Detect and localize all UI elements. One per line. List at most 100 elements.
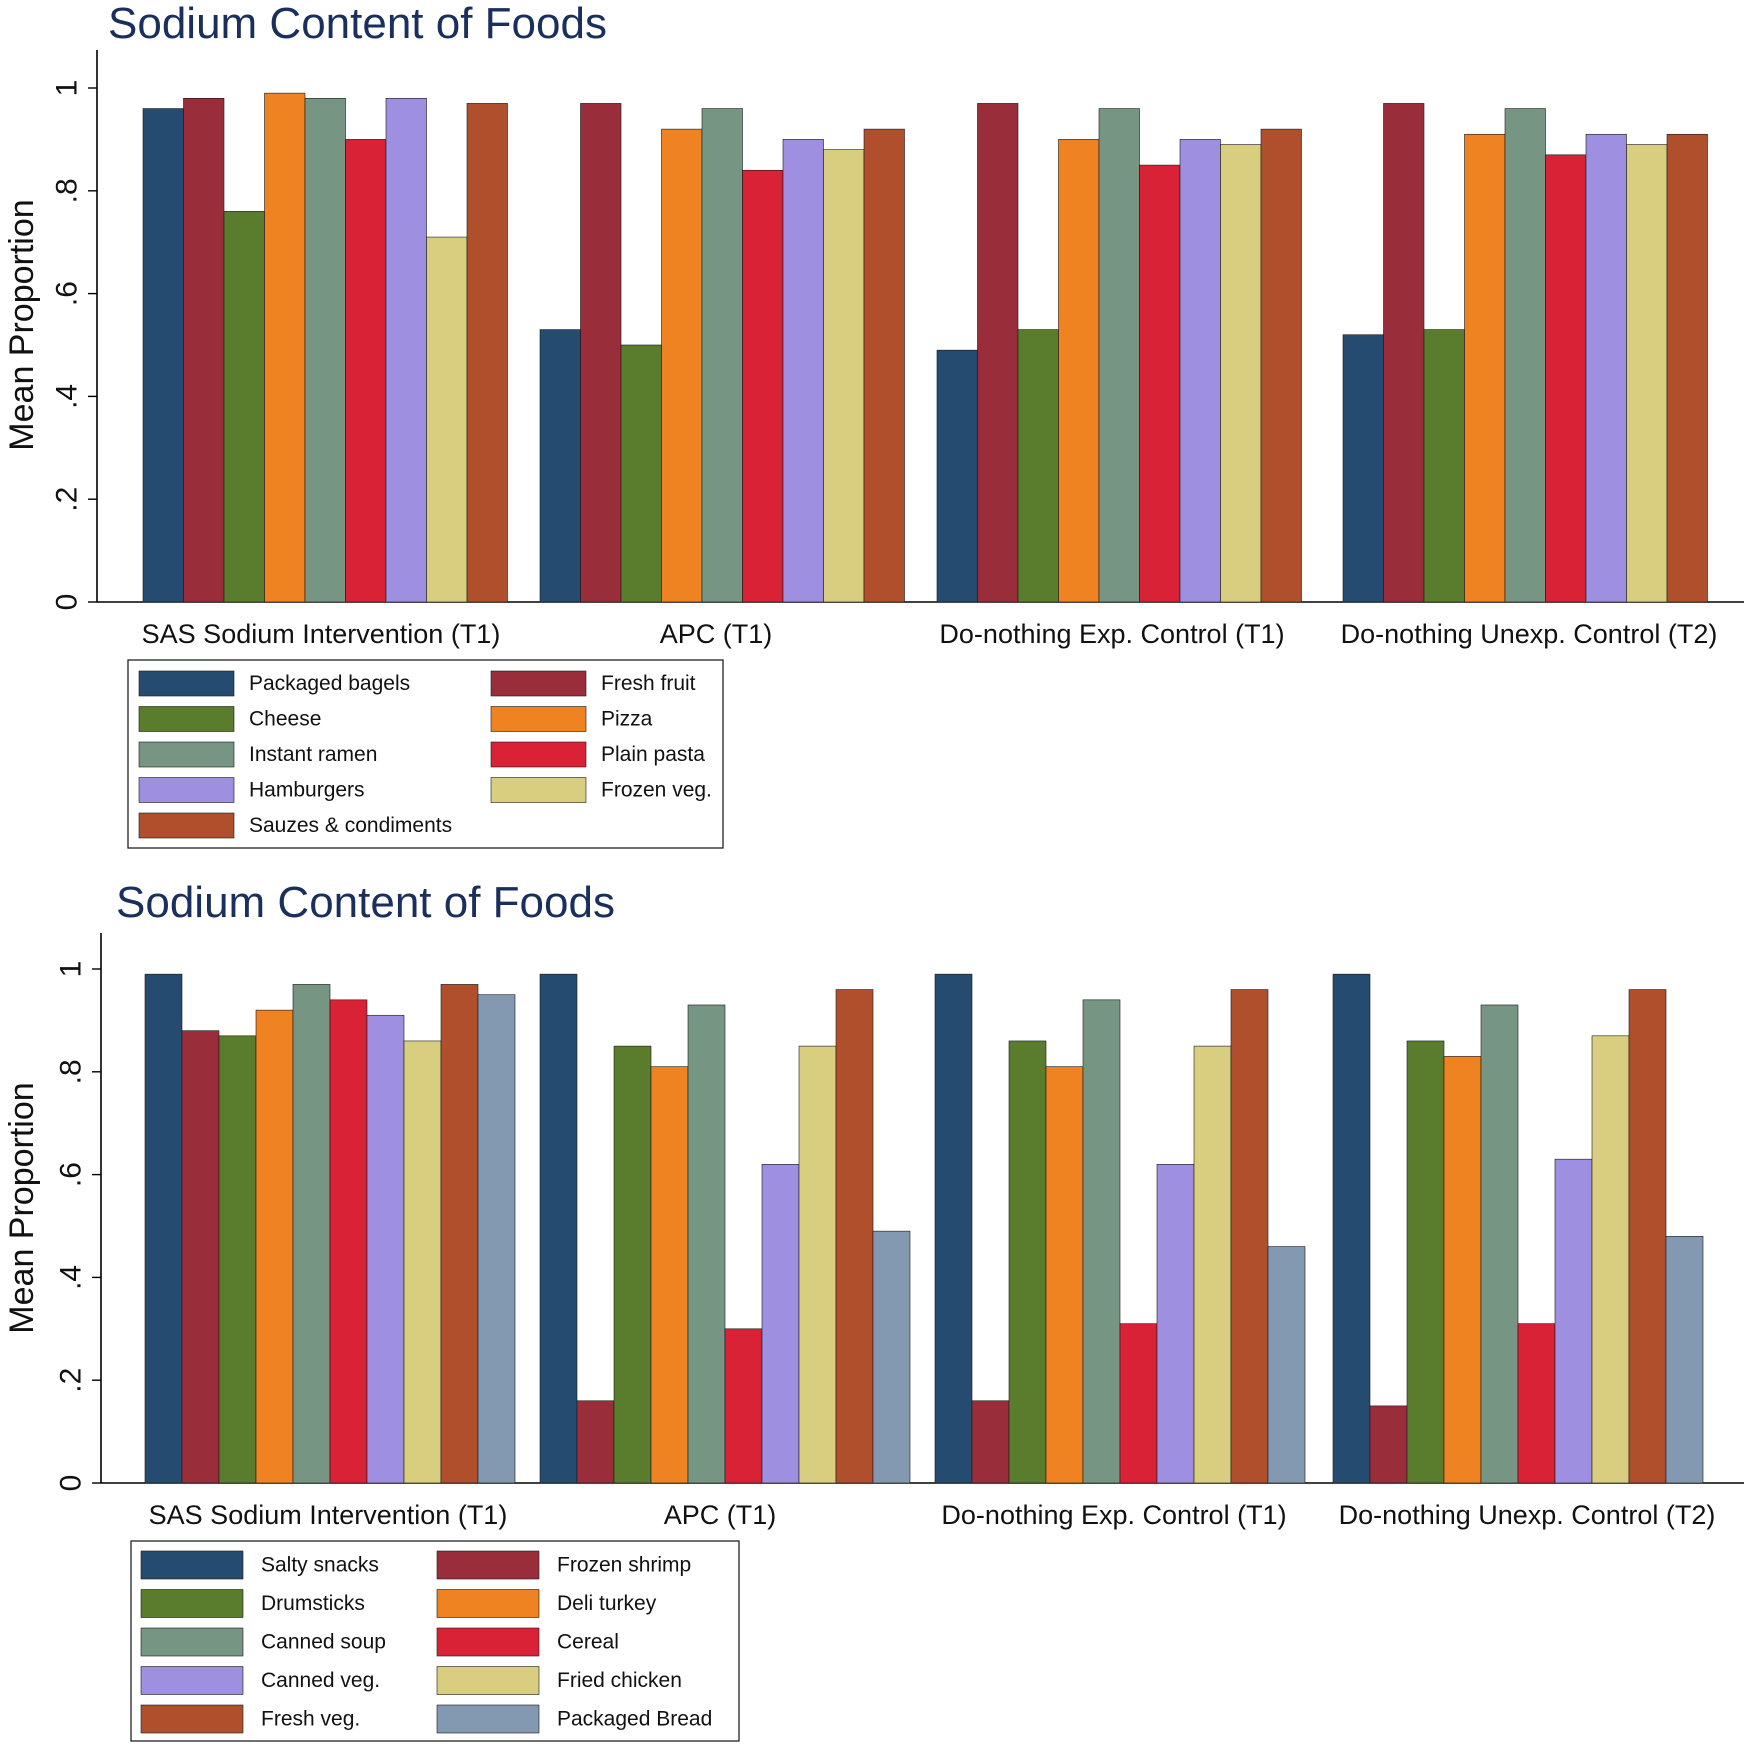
bar: [1342, 334, 1384, 603]
bar: [1058, 139, 1100, 603]
legend-swatch: [138, 670, 235, 697]
bar: [580, 103, 622, 603]
y-tick-label: 1: [51, 80, 84, 97]
legend-swatch: [138, 706, 235, 732]
legend-label: Cereal: [557, 1631, 619, 1654]
bar: [1193, 1045, 1232, 1484]
bar: [366, 1014, 405, 1484]
legend-swatch: [436, 1627, 540, 1657]
bar: [1628, 989, 1667, 1484]
y-tick-label: .4: [55, 1265, 88, 1290]
legend-label: Deli turkey: [557, 1592, 657, 1615]
bar: [1139, 164, 1181, 603]
legend-swatch: [140, 1589, 244, 1618]
bar: [661, 128, 703, 603]
legend-swatch: [140, 1627, 244, 1657]
bar: [687, 1004, 726, 1484]
bar: [440, 984, 479, 1484]
x-category-label: Do-nothing Unexp. Control (T2): [1341, 619, 1718, 649]
legend-label: Fresh fruit: [601, 672, 696, 695]
legend-label: Packaged bagels: [249, 672, 410, 695]
bar: [742, 169, 784, 603]
bar: [620, 344, 662, 603]
y-tick-label: 0: [55, 1475, 88, 1492]
y-tick-label: .2: [51, 487, 84, 512]
legend-swatch: [436, 1550, 540, 1580]
legend-swatch: [490, 777, 587, 803]
legend-swatch: [490, 670, 587, 697]
legend-label: Packaged Bread: [557, 1708, 712, 1731]
legend-label: Hamburgers: [249, 779, 365, 802]
chart-title: Sodium Content of Foods: [116, 878, 615, 927]
bar: [977, 103, 1019, 603]
bar: [142, 108, 184, 603]
legend-swatch: [436, 1704, 540, 1734]
legend-swatch: [490, 706, 587, 732]
bar: [1332, 973, 1371, 1484]
bar: [782, 139, 824, 603]
bar: [971, 1400, 1010, 1484]
bar: [426, 236, 468, 603]
bar: [218, 1035, 257, 1484]
legend-label: Salty snacks: [261, 1554, 379, 1577]
bar: [1585, 133, 1627, 603]
legend-label: Frozen veg.: [601, 779, 712, 802]
bar: [1082, 999, 1121, 1484]
bar: [576, 1400, 615, 1484]
legend-swatch: [138, 777, 235, 803]
bar: [1517, 1323, 1556, 1484]
bar: [1545, 154, 1587, 603]
bar: [403, 1040, 442, 1484]
x-category-label: SAS Sodium Intervention (T1): [142, 619, 501, 649]
bar: [1480, 1004, 1519, 1484]
bar: [304, 97, 346, 603]
bar: [934, 973, 973, 1484]
legend-swatch: [140, 1666, 244, 1695]
bar: [223, 211, 265, 603]
bar: [539, 329, 581, 603]
legend-swatch: [138, 812, 235, 839]
y-axis-label: Mean Proportion: [3, 199, 41, 450]
bar: [1423, 329, 1465, 603]
bar: [1406, 1040, 1445, 1484]
bar: [613, 1045, 652, 1484]
y-tick-label: .8: [51, 178, 84, 203]
legend-swatch: [138, 741, 235, 768]
bar: [1267, 1246, 1306, 1484]
y-tick-label: .8: [55, 1059, 88, 1084]
legend-label: Canned soup: [261, 1631, 386, 1654]
x-category-label: Do-nothing Unexp. Control (T2): [1339, 1500, 1716, 1530]
bar: [761, 1164, 800, 1484]
x-category-label: Do-nothing Exp. Control (T1): [941, 1500, 1286, 1530]
bar: [1156, 1164, 1195, 1484]
bar: [1626, 144, 1668, 603]
legend-swatch: [436, 1666, 540, 1695]
bar: [1008, 1040, 1047, 1484]
bar: [1179, 139, 1221, 603]
bar: [255, 1009, 294, 1484]
bar: [144, 973, 183, 1484]
y-tick-label: .6: [51, 281, 84, 306]
legend-swatch: [490, 741, 587, 768]
bar: [1464, 133, 1506, 603]
bar: [724, 1328, 763, 1484]
bar: [477, 994, 516, 1484]
legend-swatch: [436, 1589, 540, 1618]
y-tick-label: .2: [55, 1368, 88, 1393]
x-category-label: Do-nothing Exp. Control (T1): [939, 619, 1284, 649]
y-tick-label: .4: [51, 384, 84, 409]
bar: [650, 1066, 689, 1484]
bar: [329, 999, 368, 1484]
bar: [1554, 1158, 1593, 1484]
legend-label: Fresh veg.: [261, 1708, 360, 1731]
legend-swatch: [140, 1704, 244, 1734]
bar: [1230, 989, 1269, 1484]
legend-swatch: [140, 1550, 244, 1580]
y-tick-label: 1: [55, 961, 88, 978]
bar: [1220, 144, 1262, 603]
y-axis-label: Mean Proportion: [3, 1082, 41, 1333]
bar: [183, 97, 225, 603]
bar: [936, 349, 978, 603]
bar: [1098, 108, 1140, 603]
